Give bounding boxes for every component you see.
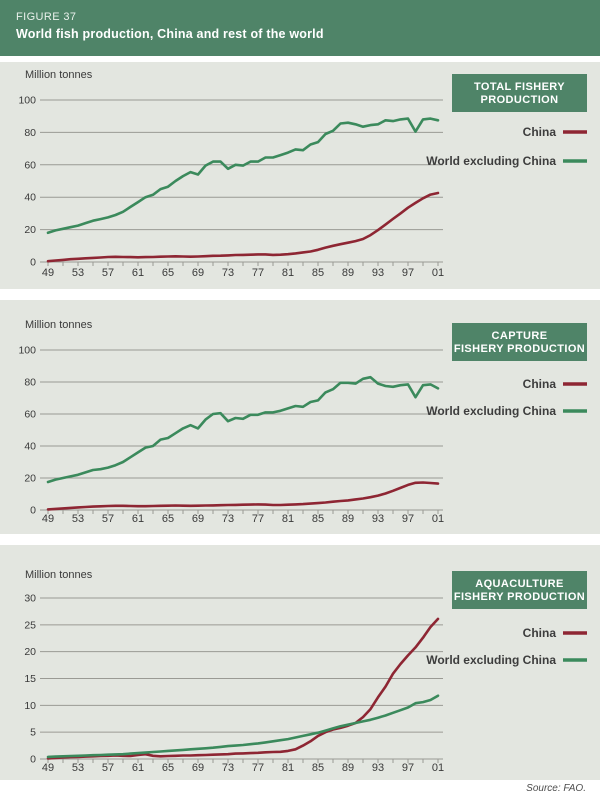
y-tick-label: 40 bbox=[24, 192, 36, 204]
y-tick-label: 100 bbox=[18, 95, 36, 107]
y-tick-label: 20 bbox=[24, 224, 36, 236]
y-axis-title: Million tonnes bbox=[25, 69, 93, 81]
x-tick-label: 69 bbox=[192, 762, 204, 774]
x-tick-label: 01 bbox=[432, 762, 444, 774]
x-tick-label: 93 bbox=[372, 513, 384, 525]
x-tick-label: 73 bbox=[222, 762, 234, 774]
figure-header: FIGURE 37 World fish production, China a… bbox=[0, 0, 600, 56]
y-tick-label: 100 bbox=[18, 345, 36, 357]
x-tick-label: 81 bbox=[282, 762, 294, 774]
panel-capture-fishery-production: Million tonnes 0 20 40 60 80 100 49 53 57 61 65 69 73… bbox=[0, 300, 600, 534]
y-tick-label: 80 bbox=[24, 127, 36, 139]
x-tick-label: 93 bbox=[372, 267, 384, 279]
y-tick-label: 15 bbox=[24, 673, 36, 685]
series-line-world-excluding-china bbox=[46, 694, 440, 759]
x-tick-label: 57 bbox=[102, 762, 114, 774]
y-tick-label: 60 bbox=[24, 409, 36, 421]
series-line-china bbox=[46, 481, 440, 511]
x-tick-label: 85 bbox=[312, 762, 324, 774]
legend-label-world-excluding-china: World excluding China bbox=[426, 653, 556, 667]
legend-label-china: China bbox=[523, 377, 557, 391]
x-tick-label: 53 bbox=[72, 267, 84, 279]
x-tick-label: 57 bbox=[102, 513, 114, 525]
x-tick-label: 61 bbox=[132, 762, 144, 774]
y-tick-label: 0 bbox=[30, 257, 36, 269]
x-tick-label: 65 bbox=[162, 513, 174, 525]
figure-number: FIGURE 37 bbox=[16, 11, 77, 23]
x-tick-label: 53 bbox=[72, 513, 84, 525]
y-tick-label: 20 bbox=[24, 473, 36, 485]
x-tick-label: 01 bbox=[432, 513, 444, 525]
x-tick-label: 49 bbox=[42, 762, 54, 774]
y-axis-title: Million tonnes bbox=[25, 569, 93, 581]
legend-title-box bbox=[452, 74, 587, 112]
y-tick-label: 5 bbox=[30, 727, 36, 739]
x-tick-label: 49 bbox=[42, 267, 54, 279]
y-tick-label: 10 bbox=[24, 700, 36, 712]
x-tick-label: 77 bbox=[252, 513, 264, 525]
capture-fishery-production-chart: Million tonnes 0 20 40 60 80 100 49 53 57 61 65 69 73… bbox=[18, 319, 587, 525]
x-tick-label: 89 bbox=[342, 762, 354, 774]
x-tick-label: 69 bbox=[192, 513, 204, 525]
panel-total-fishery-production: Million tonnes 0 20 40 60 80 100 49 53 57 61 65 69 73… bbox=[0, 62, 600, 289]
x-tick-label: 53 bbox=[72, 762, 84, 774]
figure-title: World fish production, China and rest of… bbox=[16, 27, 324, 41]
legend-label-china: China bbox=[523, 626, 557, 640]
legend-title-box bbox=[452, 571, 587, 609]
legend-label-world-excluding-china: World excluding China bbox=[426, 404, 556, 418]
series-line-china bbox=[46, 617, 440, 760]
x-tick-label: 73 bbox=[222, 267, 234, 279]
legend-title-line: PRODUCTION bbox=[481, 94, 559, 106]
x-tick-label: 73 bbox=[222, 513, 234, 525]
series-line-world-excluding-china bbox=[46, 117, 440, 235]
x-tick-label: 65 bbox=[162, 267, 174, 279]
x-tick-label: 65 bbox=[162, 762, 174, 774]
x-tick-label: 97 bbox=[402, 513, 414, 525]
y-axis-title: Million tonnes bbox=[25, 319, 93, 331]
x-tick-label: 61 bbox=[132, 513, 144, 525]
legend-title-line: AQUACULTURE bbox=[475, 578, 564, 590]
total-fishery-production-chart: Million tonnes 0 20 40 60 80 100 49 53 57 61 65 69 73… bbox=[18, 69, 587, 279]
y-tick-label: 30 bbox=[24, 593, 36, 605]
y-tick-label: 0 bbox=[30, 505, 36, 517]
y-tick-label: 0 bbox=[30, 754, 36, 766]
x-tick-label: 49 bbox=[42, 513, 54, 525]
series-line-china bbox=[46, 191, 440, 263]
x-tick-label: 81 bbox=[282, 513, 294, 525]
aquaculture-fishery-production-chart: Million tonnes 0 5 10 15 20 25 30 49 53 57 61 65 69 73… bbox=[24, 569, 587, 774]
legend-title-line: CAPTURE bbox=[492, 330, 548, 342]
x-tick-label: 77 bbox=[252, 762, 264, 774]
legend-title-line: FISHERY PRODUCTION bbox=[454, 343, 585, 355]
x-tick-label: 89 bbox=[342, 513, 354, 525]
legend-label-china: China bbox=[523, 125, 557, 139]
legend-title-line: TOTAL FISHERY bbox=[474, 81, 565, 93]
x-tick-label: 77 bbox=[252, 267, 264, 279]
x-tick-label: 93 bbox=[372, 762, 384, 774]
legend-title-line: FISHERY PRODUCTION bbox=[454, 591, 585, 603]
y-tick-label: 40 bbox=[24, 441, 36, 453]
legend-title-box bbox=[452, 323, 587, 361]
x-tick-label: 69 bbox=[192, 267, 204, 279]
panel-aquaculture-fishery-production: Million tonnes 0 5 10 15 20 25 30 49 53 57 61 65 69 73… bbox=[0, 545, 600, 780]
y-tick-label: 20 bbox=[24, 646, 36, 658]
y-tick-label: 80 bbox=[24, 377, 36, 389]
x-tick-label: 61 bbox=[132, 267, 144, 279]
x-tick-label: 57 bbox=[102, 267, 114, 279]
x-tick-label: 81 bbox=[282, 267, 294, 279]
x-tick-label: 85 bbox=[312, 267, 324, 279]
x-tick-label: 97 bbox=[402, 267, 414, 279]
source-note: Source: FAO. bbox=[0, 780, 600, 800]
x-tick-label: 97 bbox=[402, 762, 414, 774]
x-tick-label: 01 bbox=[432, 267, 444, 279]
y-tick-label: 25 bbox=[24, 619, 36, 631]
header-gap bbox=[0, 56, 600, 62]
y-tick-label: 60 bbox=[24, 159, 36, 171]
x-tick-label: 89 bbox=[342, 267, 354, 279]
series-line-world-excluding-china bbox=[46, 375, 440, 484]
x-tick-label: 85 bbox=[312, 513, 324, 525]
legend-label-world-excluding-china: World excluding China bbox=[426, 154, 556, 168]
